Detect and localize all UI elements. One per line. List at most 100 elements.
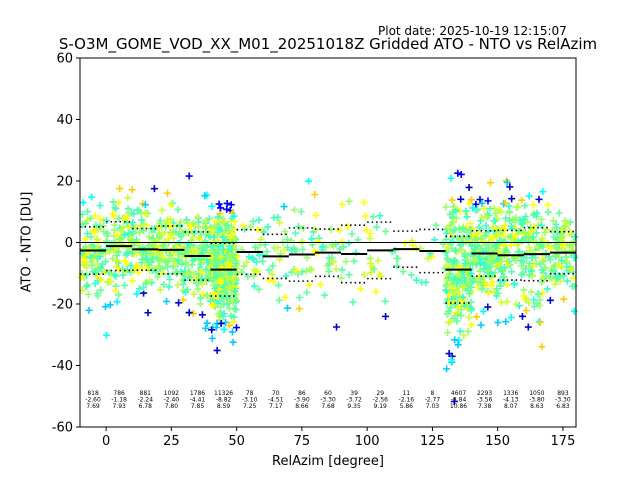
x-tick-label-2: 50 bbox=[228, 434, 245, 449]
scatter-point-1125 bbox=[456, 327, 464, 335]
scatter-point-160 bbox=[104, 229, 112, 237]
bin-mean-17: -3.80 bbox=[529, 397, 545, 404]
scatter-point-787 bbox=[216, 316, 224, 324]
scatter-point-166 bbox=[112, 205, 120, 213]
scatter-point-1469 bbox=[501, 222, 509, 230]
scatter-point-1525 bbox=[505, 217, 513, 225]
scatter-point-543 bbox=[190, 229, 198, 237]
scatter-point-1361 bbox=[472, 200, 480, 208]
scatter-point-1005 bbox=[345, 271, 353, 279]
scatter-point-1245 bbox=[448, 218, 456, 226]
scatter-point-236 bbox=[141, 201, 149, 209]
scatter-point-184 bbox=[116, 185, 124, 193]
scatter-point-1415 bbox=[482, 232, 490, 240]
scatter-point-1451 bbox=[473, 231, 481, 239]
scatter-point-1781 bbox=[546, 296, 554, 304]
bin-count-9: 60 bbox=[324, 390, 332, 397]
bin-mean-9: -3.30 bbox=[320, 397, 336, 404]
scatter-point-185 bbox=[109, 198, 117, 206]
scatter-point-318 bbox=[160, 280, 168, 288]
scatter-point-178 bbox=[121, 231, 129, 239]
bin-count-17: 1050 bbox=[529, 390, 544, 397]
scatter-point-1427 bbox=[480, 204, 488, 212]
x-tick-label-6: 150 bbox=[485, 434, 510, 449]
scatter-point-1305 bbox=[487, 233, 495, 241]
scatter-point-1758 bbox=[548, 275, 556, 283]
scatter-point-112 bbox=[124, 194, 132, 202]
scatter-point-1008 bbox=[345, 239, 353, 247]
scatter-point-1091 bbox=[464, 327, 472, 335]
scatter-point-500 bbox=[183, 244, 191, 252]
scatter-point-727 bbox=[224, 265, 232, 273]
scatter-point-546 bbox=[197, 268, 205, 276]
scatter-point-372 bbox=[154, 257, 162, 265]
scatter-point-1235 bbox=[442, 287, 450, 295]
scatter-point-839 bbox=[232, 246, 240, 254]
scatter-point-237 bbox=[154, 273, 162, 281]
bin-std-5: 8.59 bbox=[217, 403, 231, 410]
scatter-point-506 bbox=[193, 248, 201, 256]
scatter-point-490 bbox=[184, 261, 192, 269]
scatter-point-124 bbox=[103, 217, 111, 225]
scatter-point-676 bbox=[229, 318, 237, 326]
scatter-point-1262 bbox=[442, 249, 450, 257]
scatter-point-3 bbox=[97, 286, 105, 294]
scatter-point-271 bbox=[138, 216, 146, 224]
scatter-point-7 bbox=[87, 233, 95, 241]
scatter-point-176 bbox=[123, 219, 131, 227]
bin-count-16: 1336 bbox=[503, 390, 518, 397]
scatter-point-981 bbox=[312, 211, 320, 219]
scatter-point-1014 bbox=[337, 274, 345, 282]
scatter-point-1667 bbox=[530, 222, 538, 230]
scatter-point-910 bbox=[255, 216, 263, 224]
scatter-point-356 bbox=[163, 297, 171, 305]
scatter-point-866 bbox=[207, 249, 215, 257]
scatter-point-1627 bbox=[522, 213, 530, 221]
scatter-point-1085 bbox=[447, 174, 455, 182]
scatter-point-186 bbox=[110, 221, 118, 229]
scatter-point-821 bbox=[217, 320, 225, 328]
scatter-point-401 bbox=[172, 228, 180, 236]
scatter-point-1456 bbox=[478, 214, 486, 222]
scatter-point-1292 bbox=[442, 235, 450, 243]
scatter-point-864 bbox=[232, 259, 240, 267]
scatter-point-1450 bbox=[481, 280, 489, 288]
scatter-point-1057 bbox=[432, 221, 440, 229]
scatter-point-1256 bbox=[468, 283, 476, 291]
scatter-point-464 bbox=[202, 324, 210, 332]
scatter-point-93 bbox=[94, 265, 102, 273]
scatter-point-1448 bbox=[488, 278, 496, 286]
scatter-point-264 bbox=[136, 228, 144, 236]
scatter-point-957 bbox=[305, 281, 313, 289]
bin-count-2: 881 bbox=[140, 390, 152, 397]
scatter-point-1779 bbox=[552, 253, 560, 261]
bin-mean-6: -3.10 bbox=[242, 397, 258, 404]
scatter-point-857 bbox=[229, 238, 237, 246]
scatter-point-1774 bbox=[559, 242, 567, 250]
scatter-point-1534 bbox=[514, 203, 522, 211]
scatter-point-28 bbox=[87, 214, 95, 222]
scatter-point-956 bbox=[295, 305, 303, 313]
scatter-point-928 bbox=[268, 270, 276, 278]
scatter-point-918 bbox=[284, 304, 292, 312]
scatter-point-1489 bbox=[518, 196, 526, 204]
scatter-point-105 bbox=[115, 291, 123, 299]
scatter-point-829 bbox=[220, 229, 228, 237]
x-tick-label-0: 0 bbox=[102, 434, 110, 449]
bin-mean-13: -2.77 bbox=[425, 397, 441, 404]
scatter-point-380 bbox=[154, 249, 162, 257]
scatter-point-525 bbox=[195, 233, 203, 241]
scatter-point-1545 bbox=[506, 183, 514, 191]
bin-mean-5: -8.82 bbox=[216, 397, 232, 404]
scatter-point-403 bbox=[179, 280, 187, 288]
scatter-point-192 bbox=[145, 233, 153, 241]
scatter-point-360 bbox=[171, 261, 179, 269]
scatter-point-48 bbox=[96, 202, 104, 210]
bin-mean-15: -3.56 bbox=[477, 397, 493, 404]
scatter-point-1476 bbox=[508, 195, 516, 203]
bin-count-1: 786 bbox=[113, 390, 125, 397]
scatter-point-285 bbox=[142, 210, 150, 218]
scatter-point-1610 bbox=[538, 266, 546, 274]
scatter-point-1769 bbox=[551, 280, 559, 288]
